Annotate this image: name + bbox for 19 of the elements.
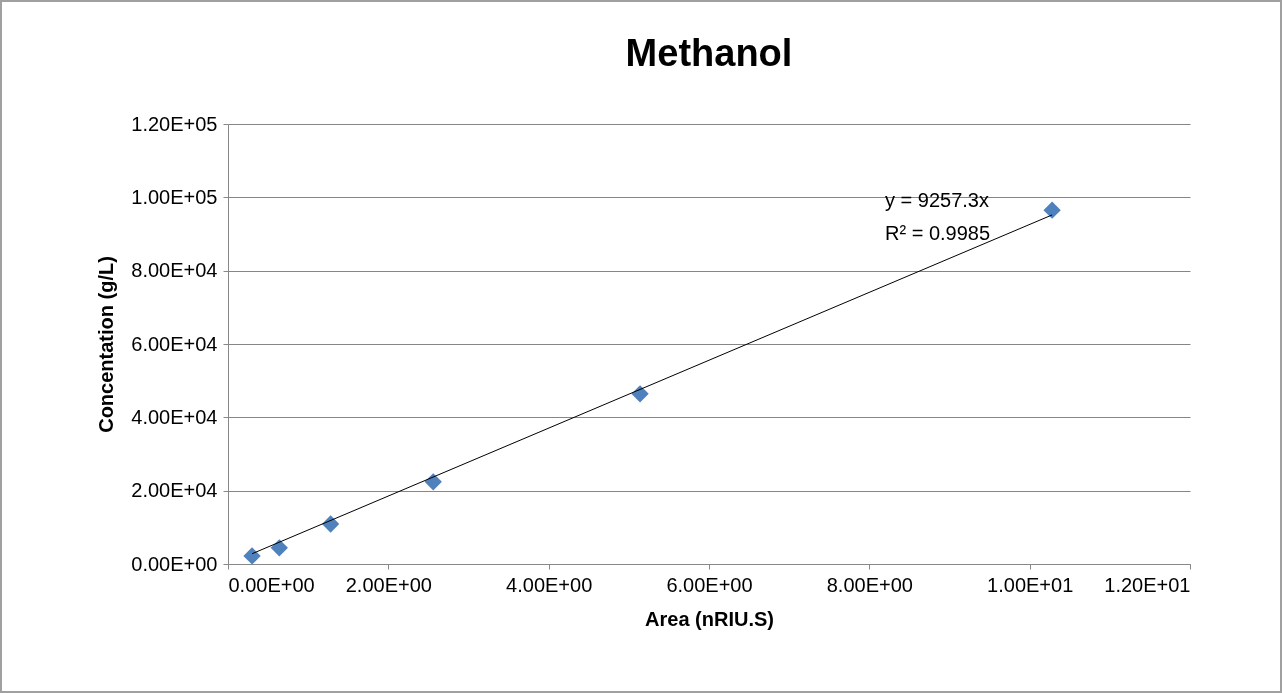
annotation: y = 9257.3x [885, 189, 989, 211]
y-tick-label: 1.00E+05 [131, 185, 218, 208]
annotation: R² = 0.9985 [885, 222, 991, 244]
chart-title: Methanol [625, 32, 793, 74]
y-tick-label: 4.00E+04 [131, 405, 218, 428]
x-tick-label: 1.00E+01 [987, 573, 1074, 596]
x-tick-label: 1.20E+01 [1104, 573, 1191, 596]
x-tick-label: 6.00E+00 [666, 573, 753, 596]
y-tick-label: 2.00E+04 [131, 479, 218, 502]
x-tick-label: 8.00E+00 [826, 573, 913, 596]
x-axis-title: Area (nRIU.S) [645, 607, 774, 630]
y-tick-label: 1.20E+05 [131, 112, 218, 135]
y-axis-title: Concentation (g/L) [95, 256, 118, 433]
x-tick-label: 4.00E+00 [506, 573, 593, 596]
x-tick-label: 0.00E+00 [228, 573, 315, 596]
x-tick-label: 2.00E+00 [345, 573, 432, 596]
y-tick-label: 0.00E+00 [131, 552, 218, 575]
y-tick-label: 6.00E+04 [131, 332, 218, 355]
y-tick-label: 8.00E+04 [131, 259, 218, 282]
